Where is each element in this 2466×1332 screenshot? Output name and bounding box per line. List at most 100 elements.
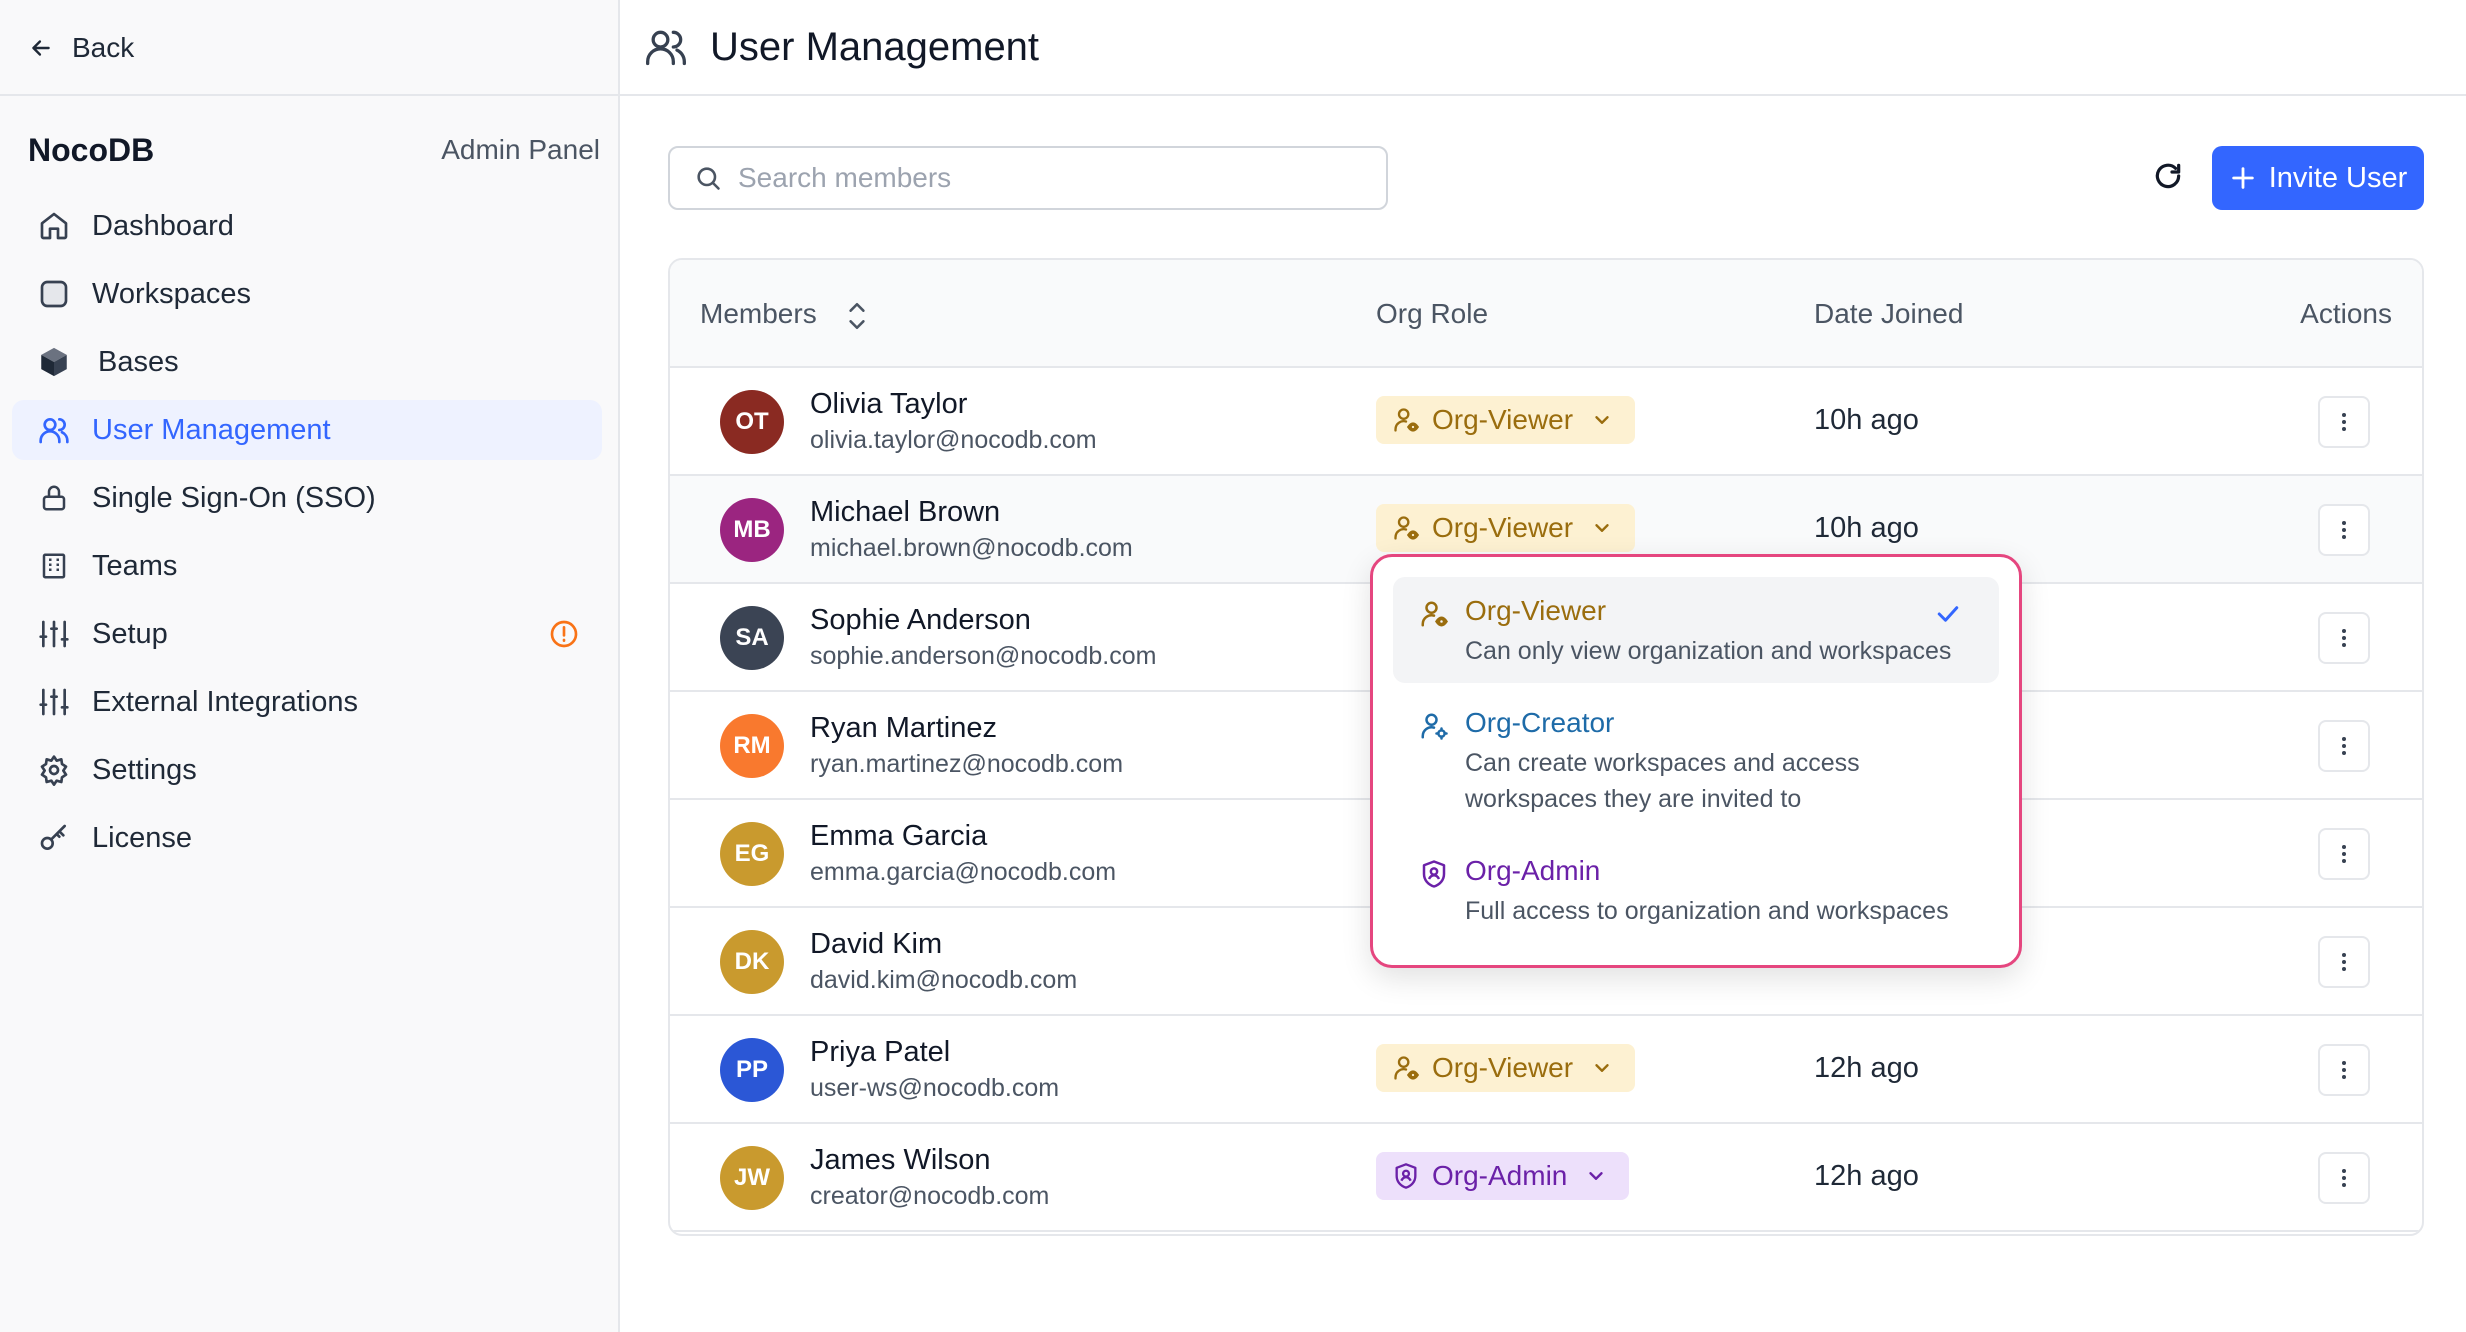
avatar: EG bbox=[720, 822, 784, 886]
member-email: user-ws@nocodb.com bbox=[810, 1074, 1060, 1102]
row-actions-button[interactable] bbox=[2318, 936, 2370, 988]
sidebar-item-label: Dashboard bbox=[92, 209, 234, 242]
role-option-description: Can only view organization and workspace… bbox=[1465, 637, 1952, 665]
table-row: PP Priya Patel user-ws@nocodb.com Org-Viewe… bbox=[670, 1016, 2422, 1124]
workspace-icon bbox=[36, 276, 72, 312]
member-email: david.kim@nocodb.com bbox=[810, 966, 1078, 994]
member-name: Priya Patel bbox=[810, 1036, 951, 1068]
users-icon bbox=[644, 25, 688, 69]
more-vertical-icon bbox=[2332, 950, 2356, 974]
member-email: michael.brown@nocodb.com bbox=[810, 534, 1133, 562]
table-row: OT Olivia Taylor olivia.taylor@nocodb.com O… bbox=[670, 368, 2422, 476]
avatar-initials: JW bbox=[734, 1164, 770, 1191]
member-name: Sophie Anderson bbox=[810, 604, 1031, 636]
date-joined: 12h ago bbox=[1814, 1052, 1919, 1084]
avatar: SA bbox=[720, 606, 784, 670]
member-name: Emma Garcia bbox=[810, 820, 988, 852]
row-actions-button[interactable] bbox=[2318, 504, 2370, 556]
members-column-header[interactable]: Members bbox=[700, 298, 870, 332]
role-option-org-viewer[interactable]: Org-Viewer Can only view organization an… bbox=[1393, 577, 1999, 683]
search-box[interactable] bbox=[668, 146, 1388, 210]
row-actions-button[interactable] bbox=[2318, 1044, 2370, 1096]
chevron-down-icon bbox=[1591, 1057, 1613, 1079]
row-actions-button[interactable] bbox=[2318, 720, 2370, 772]
sidebar-item-label: User Management bbox=[92, 413, 331, 446]
sliders-icon bbox=[36, 684, 72, 720]
org-role-label: Org-Admin bbox=[1432, 1160, 1568, 1191]
sidebar-item-setup[interactable]: Setup bbox=[12, 604, 602, 664]
users-icon bbox=[36, 412, 72, 448]
org-role-dropdown[interactable]: Org-Viewer bbox=[1376, 1044, 1636, 1092]
back-button[interactable]: Back bbox=[28, 28, 134, 68]
invite-user-label: Invite User bbox=[2268, 161, 2408, 194]
row-actions-button[interactable] bbox=[2318, 612, 2370, 664]
sidebar-item-label: Bases bbox=[98, 345, 179, 378]
sidebar-item-label: Setup bbox=[92, 617, 168, 650]
org-role-label: Org-Viewer bbox=[1432, 404, 1574, 435]
back-label: Back bbox=[72, 32, 135, 63]
avatar: DK bbox=[720, 930, 784, 994]
role-option-org-admin[interactable]: Org-Admin Full access to organization an… bbox=[1393, 837, 1999, 943]
avatar: RM bbox=[720, 714, 784, 778]
member-email: ryan.martinez@nocodb.com bbox=[810, 750, 1124, 778]
search-input[interactable] bbox=[738, 162, 1358, 194]
sidebar-item-sso[interactable]: Single Sign-On (SSO) bbox=[12, 468, 602, 528]
member-name: James Wilson bbox=[810, 1144, 991, 1176]
sidebar-item-dashboard[interactable]: Dashboard bbox=[12, 196, 602, 256]
sidebar-item-label: Teams bbox=[92, 549, 178, 582]
avatar-initials: OT bbox=[735, 408, 769, 435]
building-icon bbox=[36, 548, 72, 584]
date-joined: 10h ago bbox=[1814, 404, 1919, 436]
actions-column-header: Actions bbox=[2300, 298, 2392, 329]
sidebar-item-external-integrations[interactable]: External Integrations bbox=[12, 672, 602, 732]
sidebar-item-license[interactable]: License bbox=[12, 808, 602, 868]
user-eye-icon bbox=[1419, 599, 1449, 629]
member-email: creator@nocodb.com bbox=[810, 1182, 1050, 1210]
sidebar-nav: Dashboard Workspaces Bases User Manageme… bbox=[12, 196, 602, 876]
home-icon bbox=[36, 208, 72, 244]
member-name: Michael Brown bbox=[810, 496, 1001, 528]
sidebar-item-workspaces[interactable]: Workspaces bbox=[12, 264, 602, 324]
sidebar-divider bbox=[0, 94, 618, 96]
avatar-initials: RM bbox=[733, 732, 771, 759]
refresh-icon[interactable] bbox=[2152, 160, 2188, 196]
sidebar-item-settings[interactable]: Settings bbox=[12, 740, 602, 800]
user-eye-icon bbox=[1392, 514, 1420, 542]
role-option-description: Can create workspaces and access workspa… bbox=[1465, 749, 1860, 813]
avatar-initials: PP bbox=[735, 1056, 768, 1083]
org-role-dropdown[interactable]: Org-Admin bbox=[1376, 1152, 1630, 1200]
warning-icon bbox=[548, 618, 580, 650]
sidebar-item-label: Settings bbox=[92, 753, 197, 786]
member-name: Olivia Taylor bbox=[810, 388, 968, 420]
avatar-initials: SA bbox=[735, 624, 769, 651]
sort-icon[interactable] bbox=[844, 300, 870, 332]
plus-icon bbox=[2229, 164, 2257, 192]
role-dropdown: Org-Viewer Can only view organization an… bbox=[1370, 554, 2022, 968]
sidebar-item-bases[interactable]: Bases bbox=[12, 332, 602, 392]
check-icon bbox=[1933, 599, 1963, 629]
more-vertical-icon bbox=[2332, 842, 2356, 866]
member-email: olivia.taylor@nocodb.com bbox=[810, 426, 1097, 454]
org-role-dropdown[interactable]: Org-Viewer bbox=[1376, 504, 1636, 552]
page-title: User Management bbox=[710, 24, 1040, 69]
org-role-dropdown[interactable]: Org-Viewer bbox=[1376, 396, 1636, 444]
avatar-initials: MB bbox=[733, 516, 771, 543]
sidebar-item-user-management[interactable]: User Management bbox=[12, 400, 602, 460]
admin-panel-label: Admin Panel bbox=[441, 134, 600, 165]
sidebar-item-teams[interactable]: Teams bbox=[12, 536, 602, 596]
row-actions-button[interactable] bbox=[2318, 1152, 2370, 1204]
invite-user-button[interactable]: Invite User bbox=[2212, 146, 2424, 210]
user-eye-icon bbox=[1392, 406, 1420, 434]
member-name: David Kim bbox=[810, 928, 943, 960]
role-option-org-creator[interactable]: Org-Creator Can create workspaces and ac… bbox=[1393, 689, 1999, 831]
chevron-down-icon bbox=[1591, 409, 1613, 431]
row-actions-button[interactable] bbox=[2318, 828, 2370, 880]
chevron-down-icon bbox=[1591, 517, 1613, 539]
member-email: emma.garcia@nocodb.com bbox=[810, 858, 1117, 886]
row-actions-button[interactable] bbox=[2318, 396, 2370, 448]
avatar: PP bbox=[720, 1038, 784, 1102]
sidebar: Back NocoDB Admin Panel Dashboard Worksp… bbox=[0, 0, 620, 1332]
sidebar-item-label: License bbox=[92, 821, 192, 854]
role-option-title: Org-Viewer bbox=[1465, 595, 1607, 626]
table-header: Members Org Role Date Joined Actions bbox=[670, 260, 2422, 368]
